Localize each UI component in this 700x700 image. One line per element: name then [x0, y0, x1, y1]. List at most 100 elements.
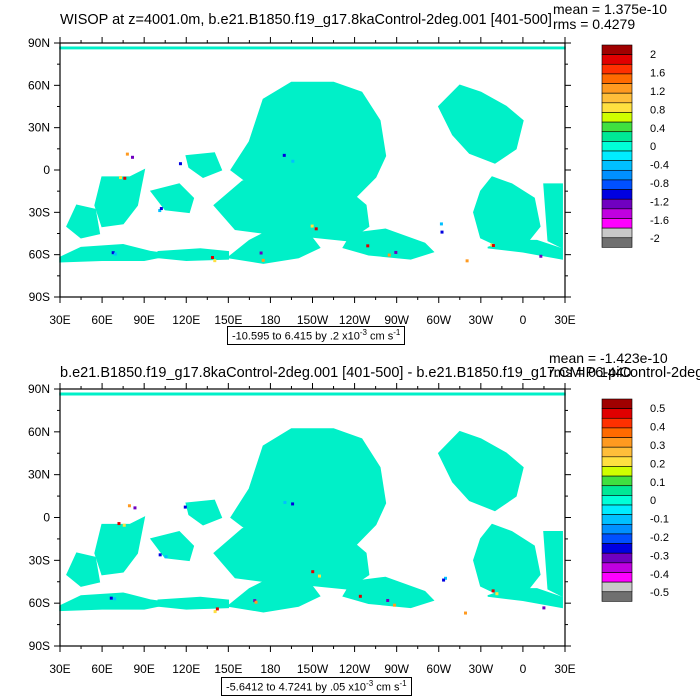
lon-tick-label: 120W [339, 662, 371, 676]
colorbar-label: 0.5 [650, 403, 665, 415]
contour-info-text: -5.6412 to 4.7241 by .05 x10 [226, 681, 367, 694]
colorbar-label: -0.3 [650, 550, 669, 562]
edge-cell [491, 589, 495, 593]
colorbar-label: 1.6 [650, 68, 665, 80]
lon-tick-label: 150E [214, 662, 242, 676]
lat-tick-label: 90S [29, 290, 50, 304]
rms-label: rms = 0.4279 [553, 16, 636, 32]
edge-cell [291, 159, 295, 163]
ocean-region [342, 228, 435, 260]
map-field [59, 389, 566, 646]
lon-tick-label: 60E [91, 662, 112, 676]
longitude-labels: 30E 60E 90E 120E 150E 180 150W 120W 90W 60W 30W 0 30… [49, 313, 575, 327]
ocean-region [437, 430, 524, 512]
lon-tick-label: 30E [554, 662, 575, 676]
latitude-labels: 90N 60N 30N 0 30S 60S 90S [28, 36, 50, 304]
edge-cell [542, 606, 546, 610]
lat-tick-label: 30S [29, 553, 50, 567]
ocean-region [66, 204, 101, 239]
mean-label: mean = 1.375e-10 [553, 1, 668, 17]
ocean-region [543, 183, 563, 249]
colorbar-swatch [601, 141, 633, 152]
lon-tick-label: 30E [49, 662, 70, 676]
edge-cell [440, 230, 444, 234]
colorbar-label: 0.3 [650, 440, 665, 452]
plot-title: WISOP at z=4001.0m, b.e21.B1850.f19_g17.… [60, 12, 552, 28]
ocean-region [94, 516, 146, 576]
edge-cell [539, 254, 543, 258]
ocean-region [543, 531, 563, 598]
edge-cell [215, 607, 219, 611]
colorbar-swatch [601, 581, 633, 593]
ocean-region [437, 84, 524, 164]
edge-cell [439, 222, 443, 226]
colorbar-swatch [601, 169, 633, 181]
plot-title: b.e21.B1850.f19_g17.8kaControl-2deg.001 … [60, 365, 700, 381]
colorbar-label: -0.2 [650, 532, 669, 544]
edge-cell [131, 155, 135, 159]
edge-cell [495, 592, 499, 596]
lat-tick-label: 30N [28, 468, 50, 482]
lon-tick-label: 150E [214, 313, 242, 327]
edge-cell [213, 610, 217, 614]
lon-tick-label: 60W [426, 662, 451, 676]
lon-tick-label: 30E [554, 313, 575, 327]
edge-cell [123, 176, 127, 180]
lat-tick-label: 60N [28, 78, 50, 92]
ocean-region [487, 239, 563, 260]
lat-tick-label: 60S [29, 248, 50, 262]
colorbar-swatch [601, 533, 633, 544]
edge-cell [164, 555, 168, 559]
lat-tick-label: 30S [29, 205, 50, 219]
bottom-panel: b.e21.B1850.f19_g17.8kaControl-2deg.001 … [0, 350, 700, 700]
lon-tick-label: 30W [468, 313, 493, 327]
map-plot: 90N 60N 30N 0 30S 60S 90S 30E 60E 90E 120E 150E 180… [28, 382, 669, 676]
edge-cell [317, 574, 321, 578]
lon-tick-label: 120W [339, 313, 371, 327]
lon-tick-label: 60W [426, 313, 451, 327]
lat-tick-label: 30N [28, 121, 50, 135]
lon-tick-label: 120E [172, 313, 200, 327]
lon-tick-label: 90E [133, 313, 154, 327]
colorbar-swatch [601, 189, 633, 200]
colorbar-swatch [601, 572, 633, 583]
lon-tick-label: 180 [260, 313, 280, 327]
lat-tick-label: 0 [43, 163, 50, 177]
colorbar-label: -0.1 [650, 514, 669, 526]
lon-tick-label: 150W [297, 662, 329, 676]
lat-tick-label: 90S [29, 639, 50, 653]
colorbar-swatch [601, 54, 633, 65]
mean-label: mean = -1.423e-10 [549, 350, 668, 366]
lon-tick-label: 30E [49, 313, 70, 327]
edge-cell [210, 256, 214, 260]
map-plot: 90N 60N 30N 0 30S 60S 90S 30E 60E 90E 120E 150E 180… [28, 36, 669, 327]
lon-tick-label: 150W [297, 313, 329, 327]
colorbar-swatch [601, 466, 633, 477]
colorbar-label: 0.4 [650, 123, 665, 135]
rms-label: rms = 0.1440 [549, 364, 632, 380]
colorbar-swatch [601, 63, 633, 75]
edge-cell [386, 598, 390, 602]
edge-cell [158, 209, 162, 213]
contour-info-text: -10.595 to 6.415 by .2 x10 [232, 330, 360, 343]
contour-info-exponent: -3 [359, 328, 367, 337]
edge-cell [291, 502, 295, 506]
colorbar-swatch [601, 408, 633, 419]
colorbar-label: 0.4 [650, 422, 665, 434]
colorbar-swatch [601, 552, 633, 564]
colorbar-label: 0.8 [650, 104, 665, 116]
contour-info-units-exponent: -1 [393, 328, 401, 337]
lon-tick-label: 90W [384, 313, 409, 327]
ocean-region [487, 588, 563, 609]
colorbar-swatch [601, 198, 633, 210]
colorbar-swatch [601, 446, 633, 458]
edge-cell [444, 576, 448, 580]
edge-cell [159, 207, 163, 211]
edge-cell [463, 611, 467, 615]
ocean-region [157, 596, 230, 610]
colorbar-label: 0.2 [650, 458, 665, 470]
edge-cell [311, 570, 315, 574]
axis-ticks [54, 383, 571, 652]
contour-info-units-exponent: -1 [399, 679, 407, 688]
edge-cell [442, 578, 446, 582]
